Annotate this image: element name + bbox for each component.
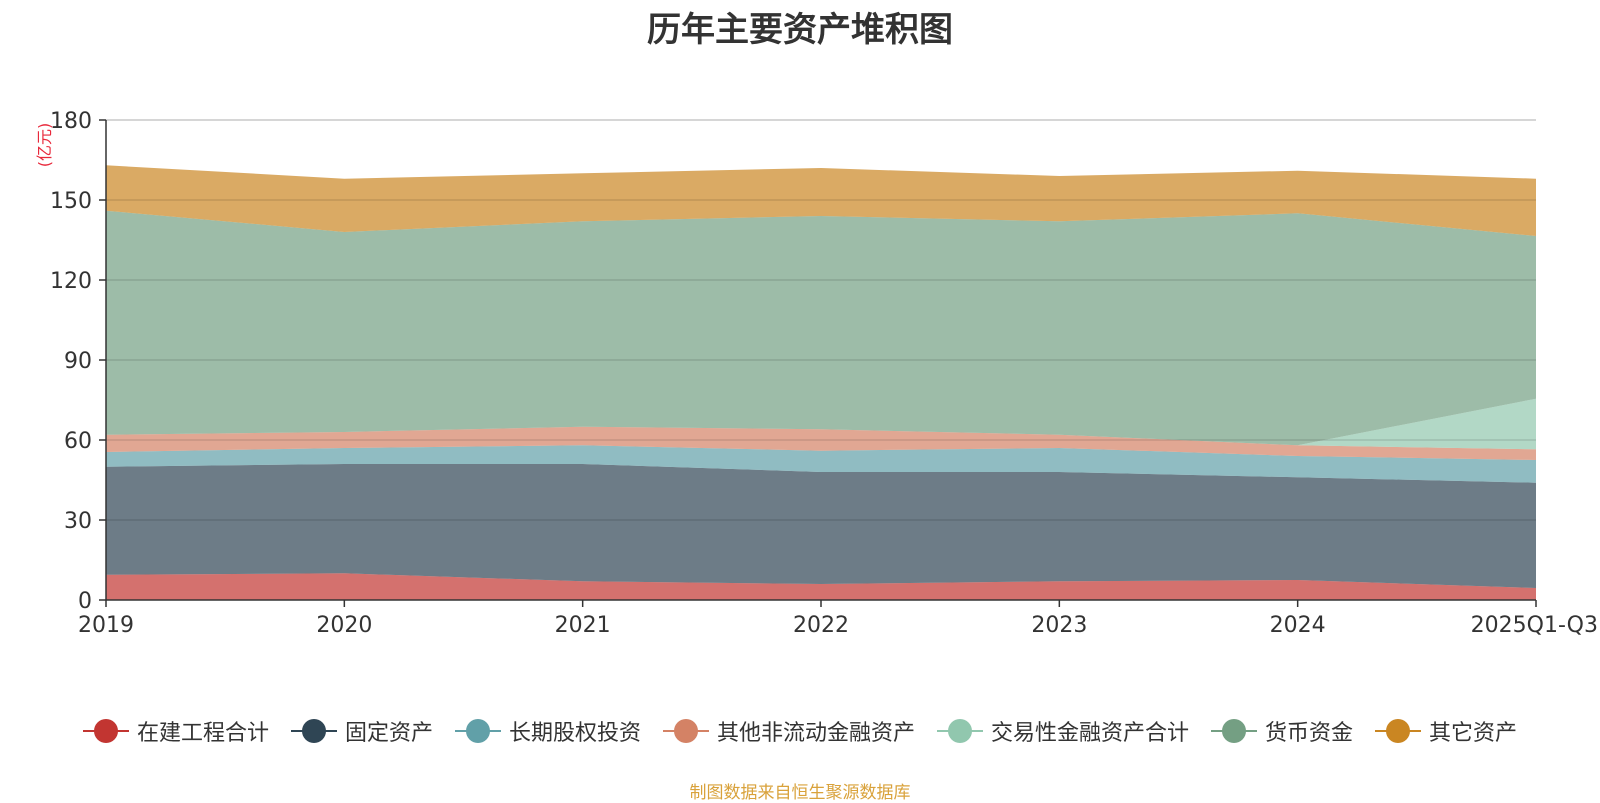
y-tick-label: 180 [50, 109, 92, 134]
legend-item-fixed-assets[interactable]: 固定资产 [290, 715, 433, 747]
legend-marker-icon [1375, 718, 1422, 744]
legend-marker-icon [82, 718, 129, 744]
legend-label: 长期股权投资 [508, 721, 641, 746]
y-axis-ticks: 0 30 60 90 120 150 180 [50, 109, 106, 614]
legend-marker-icon [937, 718, 983, 744]
area-series-6[interactable] [106, 165, 1536, 236]
legend-marker-icon [290, 718, 337, 744]
y-tick-label: 120 [50, 269, 92, 294]
legend-item-equity-investment[interactable]: 长期股权投资 [454, 715, 641, 747]
gridlines [106, 119, 1536, 521]
x-tick-label: 2022 [793, 613, 849, 638]
area-series-3[interactable] [106, 426, 1536, 460]
chart-title: 历年主要资产堆积图 [647, 10, 953, 50]
legend: 在建工程合计 固定资产 长期股权投资 其他非流动金融资产 交易性金融资产合计 货… [0, 715, 1600, 747]
x-tick-label: 2020 [316, 613, 372, 638]
legend-label: 其他非流动金融资产 [716, 721, 915, 746]
legend-marker-icon [454, 718, 501, 744]
legend-item-other-assets[interactable]: 其它资产 [1375, 715, 1517, 747]
legend-label: 在建工程合计 [136, 721, 269, 746]
area-series-2[interactable] [106, 445, 1536, 483]
x-tick-label: 2021 [555, 613, 611, 638]
legend-item-construction[interactable]: 在建工程合计 [82, 715, 269, 747]
legend-marker-icon [1211, 718, 1258, 744]
area-series-4[interactable] [106, 398, 1536, 450]
x-tick-label: 2025Q1-Q3 [1471, 613, 1598, 638]
x-axis-ticks: 2019 2020 2021 2022 2023 2024 2025Q1-Q3 [78, 600, 1598, 638]
area-series-1[interactable] [106, 464, 1536, 588]
area-series-group [106, 165, 1536, 600]
legend-label: 货币资金 [1265, 721, 1354, 746]
data-source-note: 制图数据来自恒生聚源数据库 [689, 783, 911, 803]
y-tick-label: 30 [64, 509, 92, 534]
area-series-0[interactable] [106, 573, 1536, 600]
y-tick-label: 60 [64, 429, 92, 454]
legend-item-cash[interactable]: 货币资金 [1211, 715, 1353, 747]
x-tick-label: 2024 [1270, 613, 1326, 638]
legend-label: 固定资产 [344, 721, 433, 746]
y-tick-label: 150 [50, 189, 92, 214]
y-tick-label: 90 [64, 349, 92, 374]
area-series-5[interactable] [106, 210, 1536, 446]
legend-label: 其它资产 [1429, 721, 1518, 746]
legend-label: 交易性金融资产合计 [991, 721, 1190, 746]
y-axis-unit-label: (亿元) [35, 123, 54, 168]
y-tick-label: 0 [78, 589, 92, 614]
chart-area: 0 30 60 90 120 150 180 2019 2020 2021 2022 2023 202… [35, 109, 1598, 638]
x-tick-label: 2023 [1031, 613, 1087, 638]
legend-item-trading-financial[interactable]: 交易性金融资产合计 [937, 715, 1189, 747]
x-tick-label: 2019 [78, 613, 134, 638]
legend-marker-icon [662, 718, 709, 744]
legend-item-other-noncurrent-financial[interactable]: 其他非流动金融资产 [662, 715, 915, 747]
